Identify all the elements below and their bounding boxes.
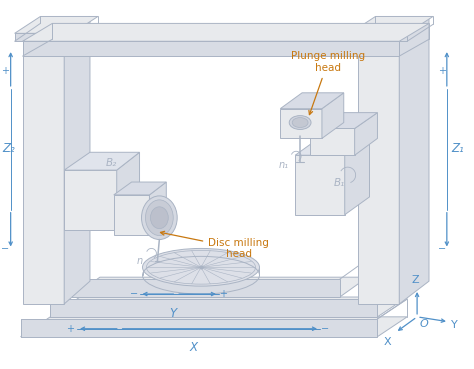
Polygon shape bbox=[280, 108, 322, 138]
Text: Plunge milling
head: Plunge milling head bbox=[291, 51, 365, 115]
Text: Z₁: Z₁ bbox=[451, 142, 464, 155]
Polygon shape bbox=[15, 17, 98, 33]
Text: n₁: n₁ bbox=[278, 160, 288, 170]
Text: X: X bbox=[383, 337, 392, 346]
Polygon shape bbox=[64, 17, 90, 304]
Polygon shape bbox=[295, 137, 370, 155]
Text: Z₂: Z₂ bbox=[3, 142, 16, 155]
Polygon shape bbox=[350, 33, 407, 41]
Polygon shape bbox=[345, 137, 370, 215]
Polygon shape bbox=[114, 195, 149, 235]
Ellipse shape bbox=[150, 207, 168, 229]
Text: −: − bbox=[0, 245, 9, 255]
Text: +: + bbox=[66, 324, 74, 334]
Polygon shape bbox=[310, 113, 377, 128]
Polygon shape bbox=[149, 182, 166, 235]
Polygon shape bbox=[355, 113, 377, 155]
Text: +: + bbox=[0, 66, 9, 76]
Text: O: O bbox=[419, 319, 428, 329]
Polygon shape bbox=[399, 17, 429, 304]
Text: −: − bbox=[321, 324, 329, 334]
Polygon shape bbox=[322, 93, 344, 138]
Ellipse shape bbox=[143, 248, 259, 286]
Text: B₁: B₁ bbox=[334, 178, 346, 188]
Polygon shape bbox=[114, 182, 166, 195]
Polygon shape bbox=[310, 128, 355, 155]
Ellipse shape bbox=[292, 118, 308, 128]
Text: +: + bbox=[438, 66, 446, 76]
Text: +: + bbox=[219, 289, 227, 299]
Polygon shape bbox=[72, 277, 367, 297]
Text: X: X bbox=[189, 341, 197, 354]
Polygon shape bbox=[15, 33, 72, 41]
Ellipse shape bbox=[142, 196, 177, 239]
Polygon shape bbox=[295, 155, 345, 215]
Polygon shape bbox=[64, 170, 117, 230]
Text: −: − bbox=[438, 245, 446, 255]
Polygon shape bbox=[23, 33, 64, 304]
Polygon shape bbox=[64, 152, 139, 170]
Ellipse shape bbox=[146, 200, 173, 235]
Text: −: − bbox=[129, 289, 137, 299]
Polygon shape bbox=[23, 41, 399, 56]
Ellipse shape bbox=[289, 115, 311, 130]
Polygon shape bbox=[72, 279, 340, 297]
Polygon shape bbox=[117, 152, 139, 230]
Polygon shape bbox=[20, 317, 407, 337]
Text: Y: Y bbox=[451, 320, 457, 330]
Polygon shape bbox=[357, 33, 399, 304]
Text: Z: Z bbox=[411, 275, 419, 285]
Polygon shape bbox=[280, 93, 344, 108]
Text: Disc milling
head: Disc milling head bbox=[161, 231, 269, 259]
Polygon shape bbox=[350, 17, 433, 33]
Polygon shape bbox=[23, 23, 429, 41]
Text: Y: Y bbox=[170, 307, 177, 320]
Text: B₂: B₂ bbox=[106, 158, 118, 168]
Polygon shape bbox=[50, 299, 377, 317]
Polygon shape bbox=[20, 319, 377, 337]
Polygon shape bbox=[50, 297, 407, 317]
Text: n: n bbox=[137, 256, 143, 266]
